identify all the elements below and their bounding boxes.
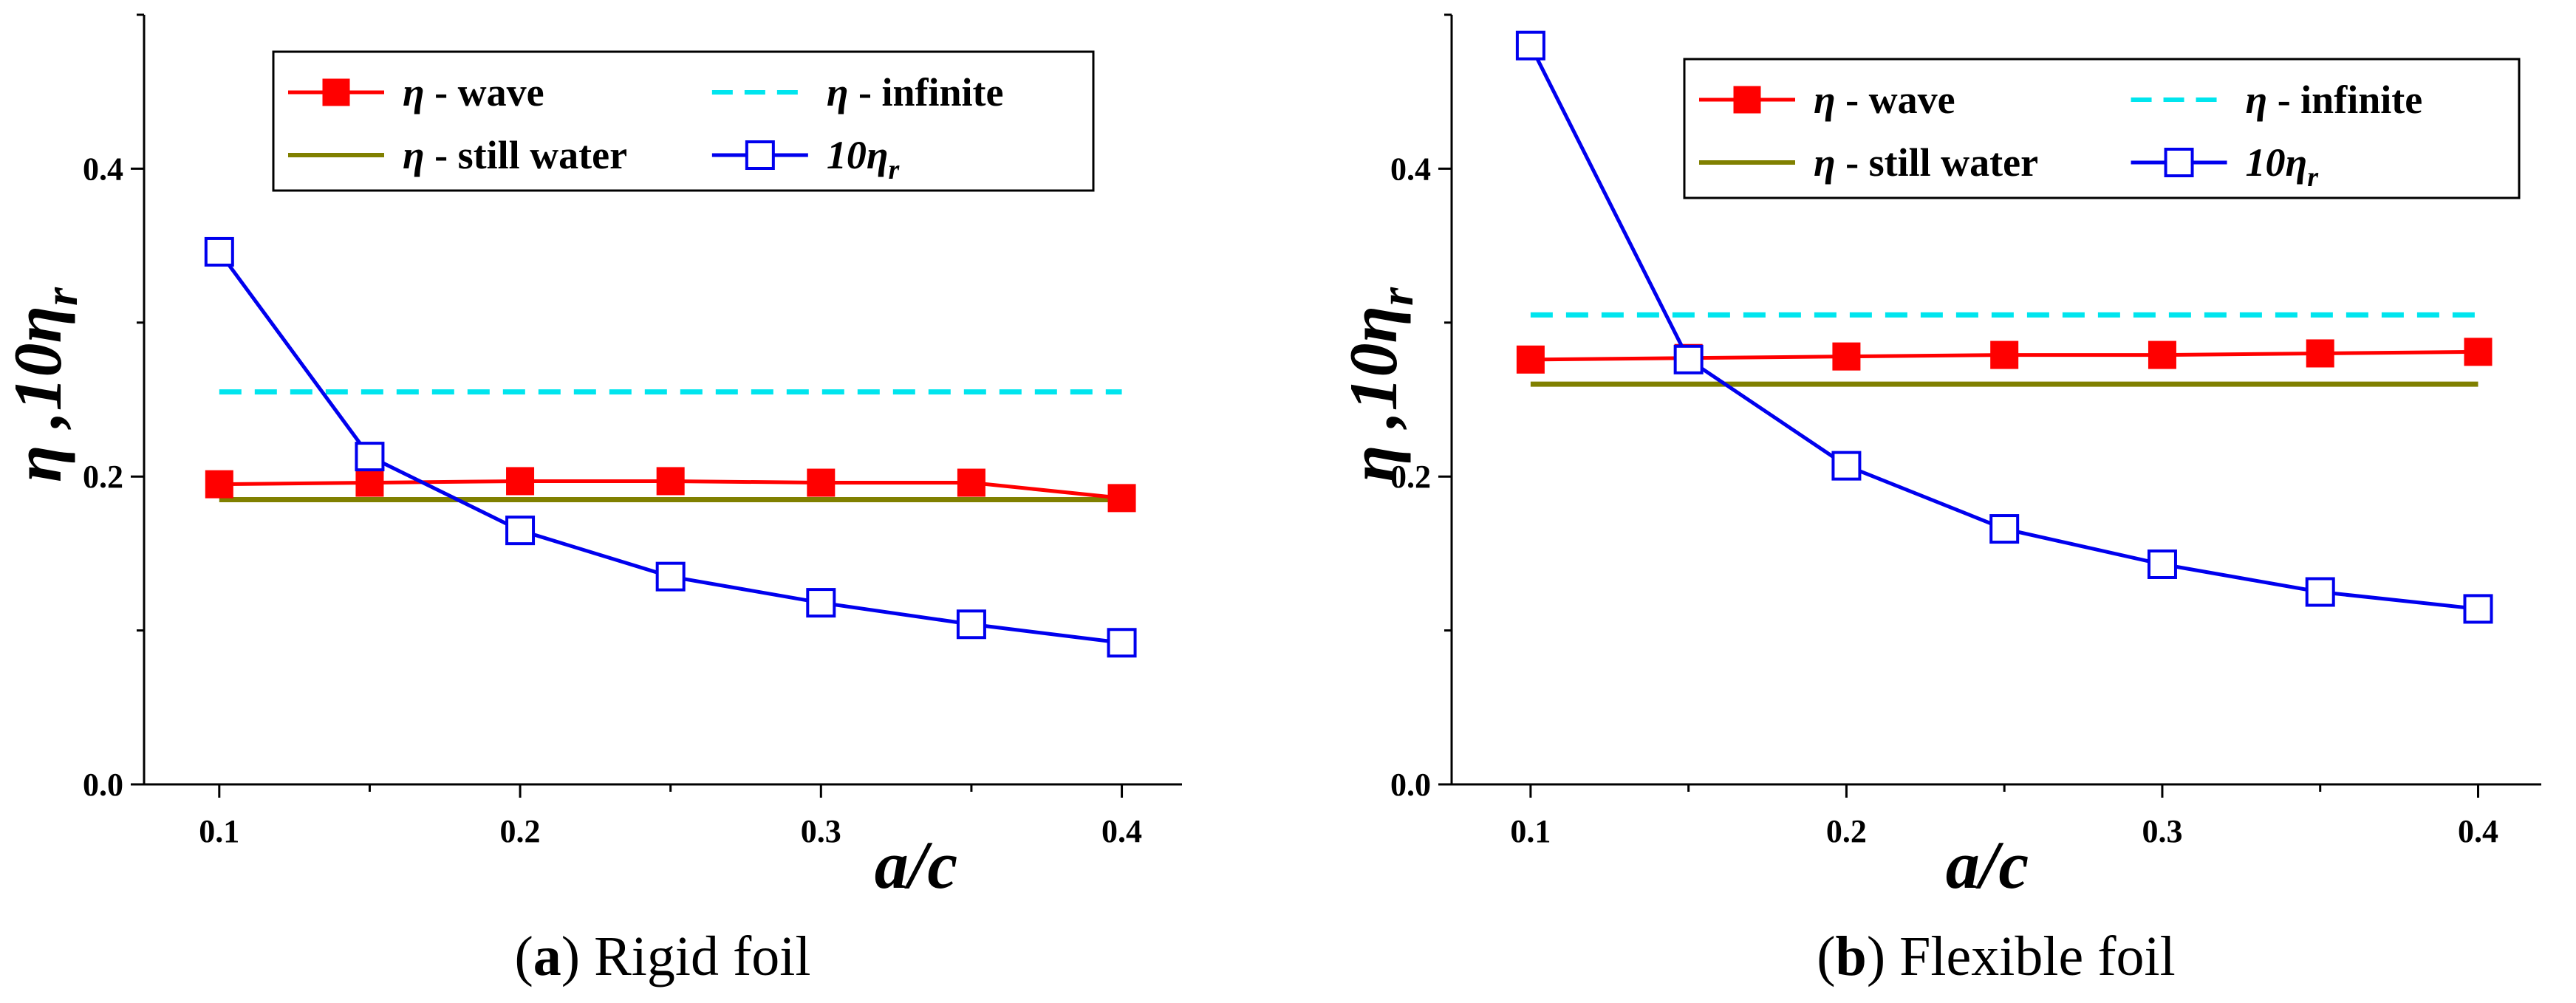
x-tick-label: 0.4 — [1101, 813, 1142, 849]
legend-ratio-symbol: 10η — [2246, 140, 2308, 185]
legend-infinite-symbol: η — [827, 70, 849, 114]
ratio-point — [505, 516, 536, 546]
y-tick-label: 0.2 — [1390, 459, 1431, 495]
caption-close-paren: ) — [1867, 925, 1899, 987]
legend-ratio-marker — [745, 140, 775, 170]
wave-point — [2306, 339, 2334, 368]
panel-caption: (b) Flexible foil — [1817, 925, 2176, 987]
wave-point — [1990, 340, 2019, 369]
legend-infinite-label: η - infinite — [827, 70, 1004, 114]
y-tick-label: 0.0 — [83, 767, 123, 803]
legend-ratio-label: 10ηr — [2246, 140, 2320, 193]
panel-caption: (a) Rigid foil — [514, 925, 810, 987]
legend-box — [1683, 58, 2521, 199]
wave-point — [1107, 484, 1136, 513]
y-axis-title: η ,10ηr — [1336, 287, 1423, 482]
legend-wave-label: η - wave — [403, 70, 544, 114]
legend-infinite-text: - infinite — [848, 70, 1003, 114]
wave-point — [2464, 338, 2493, 366]
wave-point — [957, 468, 985, 497]
legend-box — [272, 50, 1095, 192]
legend-still-water-symbol: η — [403, 133, 425, 177]
x-tick-label: 0.1 — [199, 813, 239, 849]
caption-letter: a — [533, 925, 561, 987]
wave-point — [656, 467, 685, 496]
wave-point — [807, 468, 836, 497]
ratio-point — [806, 588, 836, 618]
caption-open-paren: ( — [514, 925, 533, 987]
x-tick-label: 0.4 — [2458, 813, 2498, 849]
legend-wave-marker — [1733, 86, 1761, 114]
y-axis-title-main: η ,10η — [1336, 306, 1411, 482]
legend-ratio-subscript: r — [2307, 162, 2319, 193]
x-axis-title: a/c — [1946, 827, 2029, 903]
y-tick-label: 0.4 — [83, 151, 123, 187]
legend-wave-text: - wave — [1836, 78, 1955, 122]
wave-point — [2148, 340, 2176, 369]
ratio-point — [1515, 30, 1545, 61]
legend-infinite-symbol: η — [2246, 78, 2268, 122]
y-axis-title-subscript: r — [1370, 287, 1423, 306]
wave-point — [506, 467, 535, 496]
legend-wave-text: - wave — [425, 70, 544, 114]
legend-still-water-text: - still water — [425, 133, 627, 177]
legend-still-water-label: η - still water — [1814, 140, 2038, 185]
legend-ratio-marker — [2164, 148, 2194, 177]
wave-point — [355, 468, 384, 497]
legend-ratio-symbol: 10η — [827, 133, 889, 177]
x-tick-label: 0.3 — [801, 813, 841, 849]
ratio-point — [2463, 594, 2493, 624]
legend-ratio-label: 10ηr — [827, 133, 901, 185]
x-tick-label: 0.2 — [500, 813, 541, 849]
ratio-point — [2305, 577, 2335, 607]
ratio-point — [1989, 514, 2020, 544]
legend-wave-symbol: η — [403, 70, 425, 114]
x-tick-label: 0.1 — [1510, 813, 1551, 849]
ratio-point — [2147, 549, 2177, 579]
caption-text: Flexible foil — [1899, 925, 2176, 987]
legend-ratio-subscript: r — [888, 154, 900, 185]
caption-open-paren: ( — [1817, 925, 1835, 987]
x-tick-label: 0.2 — [1826, 813, 1867, 849]
x-axis-title: a/c — [875, 827, 957, 903]
legend-wave-symbol: η — [1814, 78, 1836, 122]
y-tick-label: 0.4 — [1390, 151, 1431, 187]
ratio-point — [655, 561, 686, 592]
legend-still-water-symbol: η — [1814, 140, 1836, 185]
ratio-point — [1831, 451, 1862, 481]
ratio-point — [204, 236, 234, 267]
y-tick-label: 0.0 — [1390, 767, 1431, 803]
y-tick-label: 0.2 — [83, 459, 123, 495]
ratio-point — [956, 609, 986, 640]
y-axis-title-main: η ,10η — [0, 306, 75, 482]
caption-text: Rigid foil — [594, 925, 810, 987]
ratio-point — [355, 442, 385, 472]
caption-close-paren: ) — [561, 925, 594, 987]
legend-infinite-text: - infinite — [2267, 78, 2422, 122]
y-axis-title-subscript: r — [35, 287, 87, 306]
legend-wave-marker — [322, 78, 350, 106]
x-tick-label: 0.3 — [2142, 813, 2182, 849]
y-axis-title: η ,10ηr — [0, 287, 87, 482]
wave-point — [1516, 345, 1545, 374]
legend-still-water-label: η - still water — [403, 133, 627, 177]
wave-point — [1832, 342, 1861, 371]
caption-letter: b — [1836, 925, 1867, 987]
wave-point — [205, 470, 233, 499]
legend-still-water-text: - still water — [1836, 140, 2038, 185]
ratio-point — [1107, 628, 1137, 658]
legend-infinite-label: η - infinite — [2246, 78, 2423, 122]
ratio-point — [1673, 344, 1704, 374]
legend-wave-label: η - wave — [1814, 78, 1955, 122]
